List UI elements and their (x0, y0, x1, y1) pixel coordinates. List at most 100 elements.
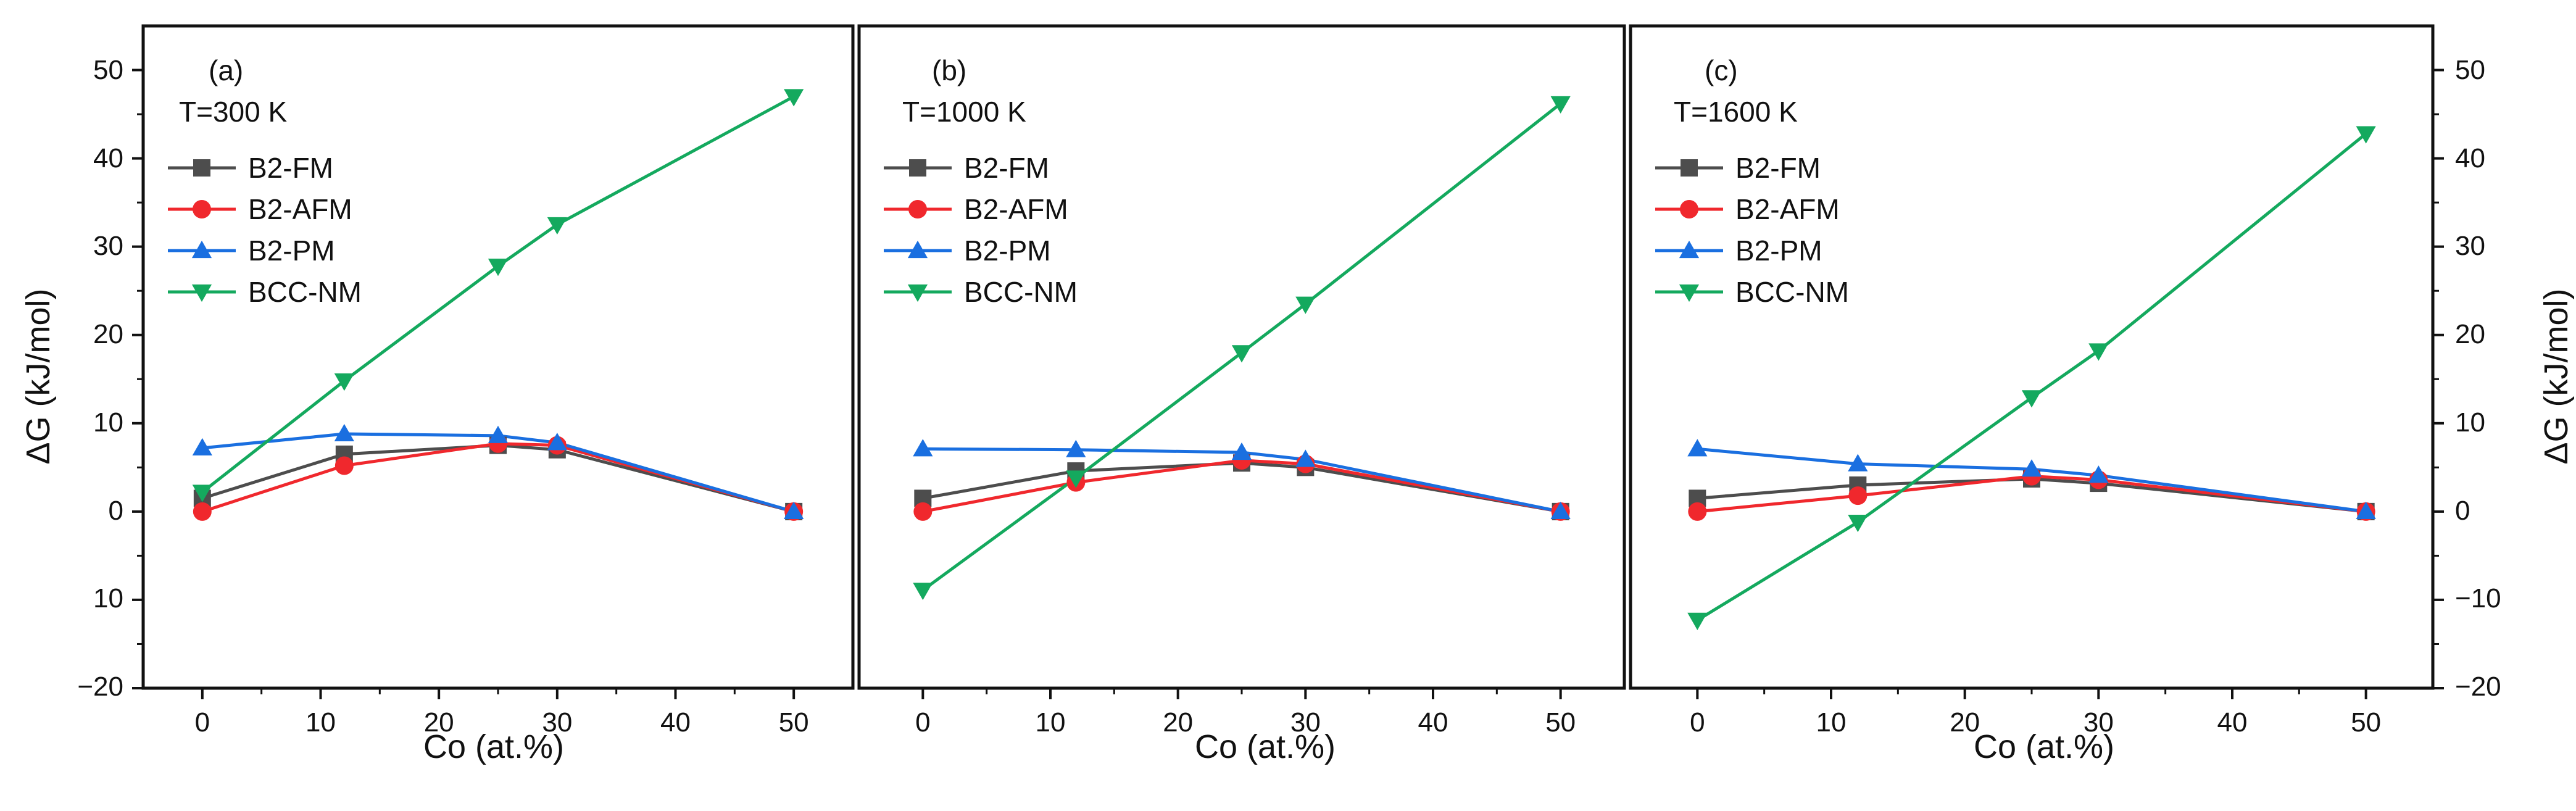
data-point-b2-pm (1066, 439, 1086, 457)
data-point-bcc-nm (913, 583, 933, 601)
legend-marker (191, 284, 212, 302)
data-point-b2-afm (193, 502, 212, 521)
panel-label: (b) (932, 54, 966, 86)
data-point-b2-pm (1295, 449, 1316, 467)
left-y-tick-labels: −20 10 0 10 20 30 40 50 (77, 55, 123, 702)
legend-marker (1680, 200, 1698, 218)
y-tick-label: 0 (109, 496, 123, 526)
data-point-bcc-nm (1295, 296, 1316, 314)
y-tick-label: 10 (93, 407, 123, 438)
data-point-b2-pm (192, 438, 212, 455)
legend-label: B2-AFM (964, 193, 1068, 225)
data-point-bcc-nm (2021, 390, 2042, 408)
data-point-b2-pm (2088, 465, 2109, 483)
legend-marker (907, 284, 928, 302)
x-tick-label: 40 (660, 707, 691, 738)
data-point-bcc-nm (334, 373, 354, 391)
data-point-b2-pm (2021, 459, 2042, 477)
temperature-annotation: T=1000 K (902, 96, 1026, 128)
legend-marker (1681, 159, 1698, 177)
x-tick-label: 20 (1163, 707, 1193, 738)
panel-a: 0 10 20 30 40 50 B2-FM B2-AFM B2-PM BCC-NM (a) T… (132, 24, 855, 765)
data-point-bcc-nm (1687, 612, 1708, 630)
data-point-bcc-nm (1066, 470, 1086, 488)
data-point-bcc-nm (784, 89, 804, 107)
y-tick-label-right: −10 (2455, 583, 2501, 613)
data-point-b2-afm (913, 502, 933, 521)
data-point-b2-pm (488, 425, 509, 443)
y-tick-label-right: 40 (2455, 143, 2485, 173)
temperature-annotation: T=1600 K (1674, 96, 1798, 128)
data-point-b2-pm (2356, 501, 2376, 519)
legend-marker (909, 159, 926, 177)
legend-marker (193, 200, 211, 218)
legend-label: B2-AFM (1735, 193, 1840, 225)
data-point-b2-afm (334, 456, 354, 475)
legend-marker (907, 240, 928, 259)
x-tick-label: 10 (1036, 707, 1066, 738)
legend-label: B2-AFM (248, 193, 352, 225)
x-tick-label: 30 (2084, 707, 2114, 738)
x-tick-label: 30 (542, 707, 572, 738)
data-point-b2-pm (1231, 442, 1252, 460)
x-tick-label: 50 (2351, 707, 2381, 738)
x-axis-label: Co (at.%) (1195, 728, 1336, 765)
legend-marker (193, 159, 210, 177)
legend-label: B2-PM (1735, 235, 1822, 267)
data-point-bcc-nm (1231, 345, 1252, 363)
right-y-tick-labels: −20 −10 0 10 20 30 40 50 (2455, 55, 2501, 702)
y-tick-label: 50 (93, 55, 123, 85)
legend-label: BCC-NM (1735, 276, 1849, 308)
legend-marker (1679, 284, 1700, 302)
y-tick-label-right: 0 (2455, 496, 2470, 526)
legend-label: B2-FM (964, 152, 1049, 184)
x-tick-label: 0 (915, 707, 930, 738)
data-point-b2-pm (1687, 439, 1708, 457)
data-point-b2-pm (334, 423, 354, 442)
y-tick-label: 40 (93, 143, 123, 173)
legend-label: B2-FM (248, 152, 333, 184)
y-axis-label-right: ΔG (kJ/mol) (2538, 288, 2575, 464)
y-tick-label: 10 (93, 583, 123, 613)
data-point-bcc-nm (488, 259, 509, 277)
x-tick-label: 0 (195, 707, 210, 738)
legend-label: BCC-NM (964, 276, 1078, 308)
data-point-bcc-nm (192, 485, 212, 502)
x-tick-label: 10 (1816, 707, 1847, 738)
y-tick-label-right: 30 (2455, 231, 2485, 261)
data-point-b2-pm (913, 439, 933, 457)
legend-marker (1679, 240, 1700, 259)
data-point-b2-afm (1848, 486, 1868, 505)
panel-b: 0 10 20 30 40 50 B2-FM B2-AFM B2-PM BCC-NM (b) T… (857, 24, 1626, 765)
x-tick-label: 10 (305, 707, 336, 738)
x-tick-label: 20 (424, 707, 454, 738)
panel-label: (c) (1705, 54, 1738, 86)
x-tick-label: 20 (1950, 707, 1980, 738)
data-point-b2-pm (547, 433, 567, 451)
data-point-bcc-nm (1848, 514, 1868, 533)
temperature-annotation: T=300 K (179, 96, 287, 128)
x-tick-label: 50 (779, 707, 809, 738)
y-tick-label: 20 (93, 319, 123, 349)
y-tick-label: 30 (93, 231, 123, 261)
legend-label: B2-FM (1735, 152, 1821, 184)
panel-label: (a) (209, 54, 243, 86)
y-tick-label: −20 (77, 672, 123, 702)
x-axis-label: Co (at.%) (1974, 728, 2114, 765)
legend-marker (191, 240, 212, 259)
legend-label: B2-PM (964, 235, 1051, 267)
x-axis-label: Co (at.%) (423, 728, 564, 765)
y-tick-label-right: 10 (2455, 407, 2485, 438)
data-point-bcc-nm (547, 217, 567, 235)
data-point-bcc-nm (2356, 126, 2376, 144)
x-tick-label: 40 (1418, 707, 1448, 738)
y-tick-label-right: 20 (2455, 319, 2485, 349)
y-tick-label-right: −20 (2455, 672, 2501, 702)
legend-label: B2-PM (248, 235, 335, 267)
x-tick-label: 30 (1290, 707, 1321, 738)
data-point-b2-pm (1848, 454, 1868, 472)
legend-label: BCC-NM (248, 276, 362, 308)
x-tick-label: 50 (1545, 707, 1576, 738)
data-point-b2-pm (1550, 501, 1571, 519)
